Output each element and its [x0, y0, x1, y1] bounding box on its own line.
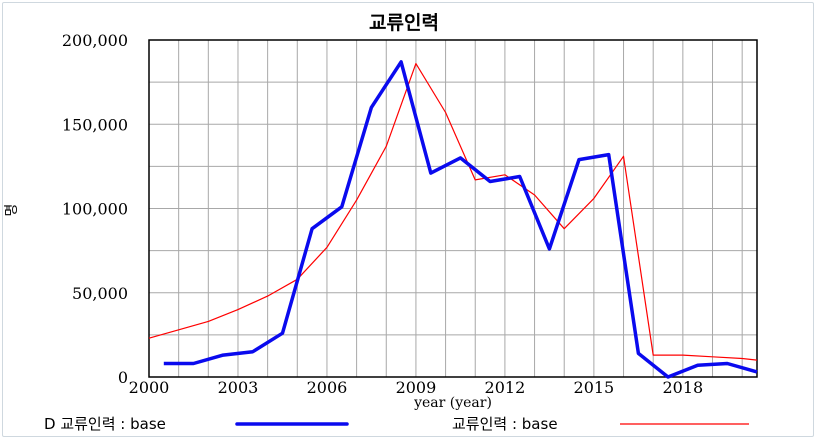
x-axis-label: year (year) — [413, 395, 492, 411]
y-tick-label: 100,000 — [62, 200, 128, 219]
series-line-d-exchange-personnel — [163, 60, 758, 379]
chart-title: 교류인력 — [369, 12, 439, 34]
grid-lines — [149, 40, 757, 377]
legend: D 교류인력 : base 교류인력 : base — [44, 415, 749, 433]
y-tick-label: 200,000 — [62, 31, 128, 50]
y-tick-labels: 0 50,000 100,000 150,000 200,000 — [62, 31, 128, 387]
series-line-exchange-personnel — [148, 62, 758, 361]
legend-label-exchange-personnel: 교류인력 : base — [452, 415, 558, 433]
series-layer — [148, 60, 758, 379]
x-tick-label: 2000 — [129, 378, 170, 397]
x-tick-label: 2015 — [574, 378, 615, 397]
x-tick-label: 2012 — [485, 378, 526, 397]
legend-label-d-exchange-personnel: D 교류인력 : base — [44, 415, 166, 433]
x-tick-label: 2006 — [307, 378, 348, 397]
y-tick-label: 50,000 — [72, 284, 128, 303]
x-tick-label: 2009 — [396, 378, 437, 397]
y-tick-label: 0 — [118, 368, 128, 387]
x-tick-label: 2003 — [218, 378, 259, 397]
x-tick-labels: 2000 2003 2006 2009 2012 2015 2018 — [129, 378, 704, 397]
x-tick-label: 2018 — [662, 378, 703, 397]
plot-area — [148, 39, 758, 378]
y-axis-label: 명 — [4, 204, 20, 217]
y-tick-label: 150,000 — [62, 115, 128, 134]
